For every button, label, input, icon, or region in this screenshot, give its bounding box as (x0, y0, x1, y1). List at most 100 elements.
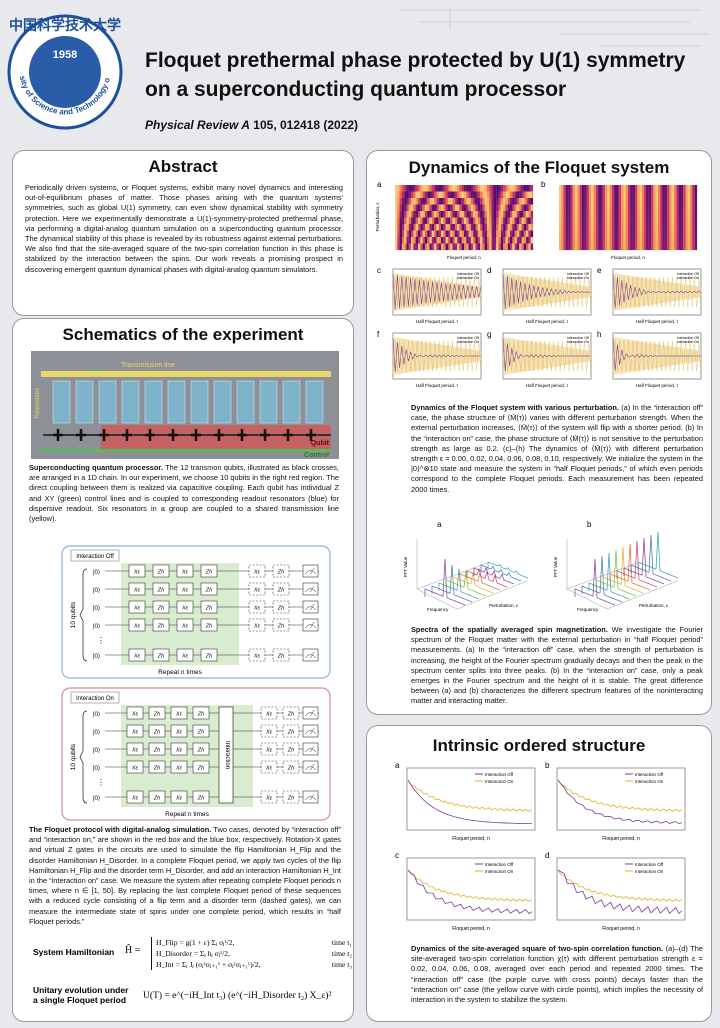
heatmap-cell (404, 185, 407, 192)
heatmap-cell (662, 230, 665, 238)
ket: |0⟩ (93, 795, 100, 802)
heatmap-cell (413, 243, 416, 251)
heatmap-cell (653, 191, 656, 199)
gate-label: Xε (175, 766, 183, 772)
heatmap-cell (577, 211, 580, 218)
heatmap-cell (646, 185, 649, 192)
heatmap-cell (653, 217, 656, 225)
heatmap-cell (674, 204, 677, 212)
heatmap-cell (415, 185, 419, 192)
heatmap-cell (563, 198, 566, 205)
heatmap-cell (621, 191, 624, 199)
heatmap-cell (563, 217, 566, 225)
heatmap-cell (404, 237, 407, 244)
heatmap-cell (523, 230, 527, 238)
heatmap-cell (466, 243, 469, 251)
heatmap-cell (397, 224, 400, 231)
heatmap-cell (422, 204, 425, 212)
heatmap-cell (676, 230, 679, 238)
spectrum (487, 561, 529, 579)
heatmap-cell (577, 198, 580, 205)
protocol-caption: The Floquet protocol with digital-analog… (29, 825, 341, 927)
heatmap-cell (618, 204, 622, 212)
heatmap-cell (694, 237, 698, 244)
heatmap-cell (464, 224, 467, 231)
heatmap-cell (609, 243, 612, 251)
heatmap-cell (493, 204, 497, 212)
heatmap-cell (588, 185, 592, 192)
curve-on (612, 340, 702, 372)
gate-label: Xε (133, 606, 141, 612)
heatmap-cell (470, 224, 474, 231)
spectrum (431, 564, 473, 603)
heatmap-cell (674, 185, 677, 192)
heatmap-cell (565, 237, 569, 244)
heatmap-cell (420, 243, 423, 251)
gate (148, 724, 166, 738)
heatmap-cell (683, 243, 686, 251)
heatmap-cell (411, 237, 414, 244)
heatmap-cell (667, 237, 670, 244)
heatmap-cell (655, 185, 658, 192)
intrinsic-panel: Intrinsic ordered structure a Interaction… (366, 725, 712, 1022)
heatmap-cell (436, 217, 439, 225)
heatmap-cell (477, 191, 481, 199)
heatmap-cell (526, 185, 529, 192)
repeat-label: Repeat n times (165, 811, 209, 818)
heatmap-cell (680, 237, 684, 244)
gate-label: Xε (175, 730, 183, 736)
heatmap-cell (602, 204, 606, 212)
heatmap-cell (655, 217, 658, 225)
heatmap-cell (418, 211, 421, 218)
heatmap-cell (628, 237, 631, 244)
heatmap-cell (628, 230, 631, 238)
heatmap-cell (498, 191, 501, 199)
heatmap-cell (500, 211, 504, 218)
heatmap-cell (593, 198, 596, 205)
heatmap-cell (436, 204, 439, 212)
heatmap-cell (457, 191, 460, 199)
measure (302, 724, 319, 738)
heatmap-cell (427, 243, 430, 251)
heatmap-cell (565, 191, 569, 199)
heatmap-cell (459, 211, 462, 218)
gate-label: Xε (265, 730, 273, 736)
heatmap-cell (568, 243, 571, 251)
heatmap-cell (559, 185, 562, 192)
gate (126, 760, 144, 774)
heatmap-cell (634, 230, 638, 238)
heatmap-cell (655, 191, 658, 199)
heatmap-cell (415, 211, 419, 218)
heatmap-cell (586, 185, 589, 192)
heatmap-cell (683, 211, 686, 218)
heatmap-cell (528, 224, 531, 231)
curve-on (612, 276, 702, 308)
heatmap-cell (450, 230, 453, 238)
schematics-panel: Schematics of the experiment Transmissio… (12, 318, 354, 1022)
heatmap-cell (593, 185, 596, 192)
heatmap-cell (579, 211, 583, 218)
axis-title: Frequency (577, 607, 599, 612)
heatmap-cell (692, 198, 695, 205)
panel-letter: b (541, 180, 546, 189)
heatmap-cell (404, 204, 407, 212)
heatmap-cell (411, 211, 414, 218)
heatmap-cell (621, 237, 624, 244)
heatmap-cell (408, 185, 412, 192)
heatmap-cell (480, 185, 483, 192)
heatmap-cell (516, 230, 520, 238)
gate-label: Xε (131, 712, 139, 718)
heatmap-cell (411, 224, 414, 231)
heatmap-cell (528, 243, 531, 251)
heatmap-cell (406, 224, 409, 231)
gate-label: Xε (133, 570, 141, 576)
heatmap-cell (521, 224, 524, 231)
heatmap-cell (496, 204, 499, 212)
circuit-label: Interaction Off (76, 554, 114, 560)
heatmap-cell (651, 198, 654, 205)
heatmap-cell (475, 224, 478, 231)
curve-off (612, 273, 702, 309)
heatmap-cell (651, 230, 654, 238)
heatmap-cell (637, 204, 640, 212)
heatmap-cell (639, 211, 642, 218)
